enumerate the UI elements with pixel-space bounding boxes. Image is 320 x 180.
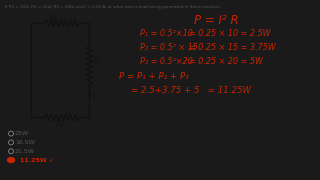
- Text: R₁: R₁: [50, 14, 58, 22]
- Text: P = P₁ + P₂ + P₃: P = P₁ + P₂ + P₃: [119, 72, 188, 81]
- Text: = 0.25 × 10 = 2.5W: = 0.25 × 10 = 2.5W: [189, 29, 271, 38]
- Text: I: I: [92, 92, 95, 101]
- Text: If R1 = 10Ω, R2 = 15Ω, R3 = 20Ω, and I = 0.50 A, at what rate is heat being gene: If R1 = 10Ω, R2 = 15Ω, R3 = 20Ω, and I =…: [5, 5, 220, 9]
- Text: 25W: 25W: [15, 131, 29, 136]
- Text: P₃ = 0.5²×20: P₃ = 0.5²×20: [140, 57, 193, 66]
- Text: = 0.25 × 20 = 5W: = 0.25 × 20 = 5W: [189, 57, 263, 66]
- Text: = 0.25 × 15 = 3.75W: = 0.25 × 15 = 3.75W: [189, 43, 276, 52]
- Text: P₂ = 0.5² × 15: P₂ = 0.5² × 15: [140, 43, 198, 52]
- Text: P = I² R: P = I² R: [194, 14, 239, 27]
- Text: 21.5W: 21.5W: [15, 149, 35, 154]
- Text: 11.25W ✓: 11.25W ✓: [20, 158, 54, 163]
- Text: R₂: R₂: [93, 56, 102, 65]
- Text: R₃: R₃: [56, 120, 64, 129]
- Text: P₁ = 0.5²×10: P₁ = 0.5²×10: [140, 29, 193, 38]
- Ellipse shape: [8, 158, 14, 163]
- Text: = 2.5+3.75 + 5   = 11.25W: = 2.5+3.75 + 5 = 11.25W: [131, 86, 251, 95]
- Text: 16.5W: 16.5W: [15, 140, 35, 145]
